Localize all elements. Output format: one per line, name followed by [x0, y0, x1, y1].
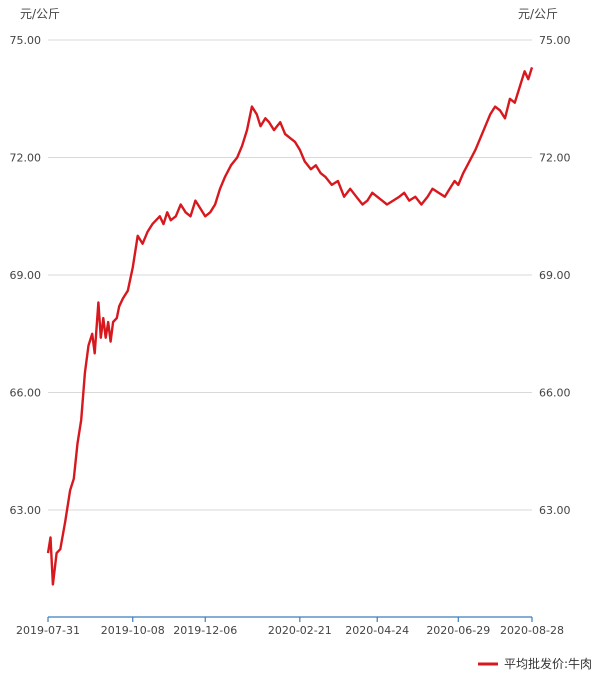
y-tick-label-left: 69.00 — [10, 269, 42, 282]
x-tick-label: 2019-12-06 — [173, 624, 237, 637]
y-tick-label-right: 72.00 — [539, 152, 571, 165]
x-tick-label: 2019-07-31 — [16, 624, 80, 637]
x-tick-label: 2020-08-28 — [500, 624, 564, 637]
x-tick-label: 2020-02-21 — [268, 624, 332, 637]
y-tick-label-left: 63.00 — [10, 504, 42, 517]
y-ticks-left: 63.00 66.00 69.00 72.00 75.00 — [10, 34, 42, 517]
legend-label: 平均批发价:牛肉 — [504, 656, 592, 671]
x-tick-label: 2020-06-29 — [426, 624, 490, 637]
x-tick-label: 2019-10-08 — [101, 624, 165, 637]
y-ticks-right: 63.00 66.00 69.00 72.00 75.00 — [539, 34, 571, 517]
y-tick-label-right: 66.00 — [539, 387, 571, 400]
y-tick-label-left: 72.00 — [10, 152, 42, 165]
x-tick-label: 2020-04-24 — [345, 624, 409, 637]
gridlines — [48, 39, 532, 511]
legend[interactable]: 平均批发价:牛肉 — [478, 656, 592, 671]
y-tick-label-left: 66.00 — [10, 387, 42, 400]
y-tick-label-right: 75.00 — [539, 34, 571, 47]
y-tick-label-right: 69.00 — [539, 269, 571, 282]
series-line-beef — [46, 67, 534, 586]
y-tick-label-right: 63.00 — [539, 504, 571, 517]
x-ticks: 2019-07-31 2019-10-08 2019-12-06 2020-02-21… — [16, 617, 564, 637]
y-unit-right: 元/公斤 — [518, 7, 558, 21]
y-tick-label-left: 75.00 — [10, 34, 42, 47]
y-unit-left: 元/公斤 — [20, 7, 60, 21]
